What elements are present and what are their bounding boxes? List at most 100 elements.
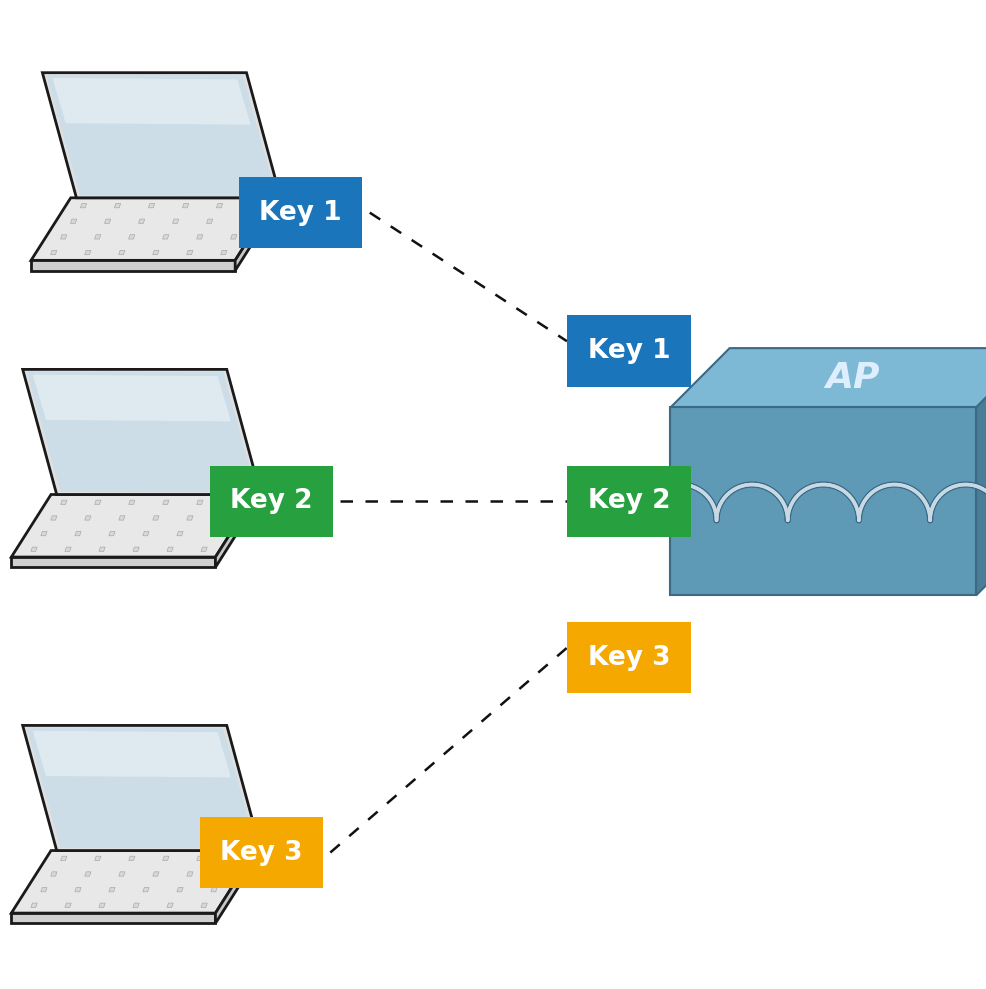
Polygon shape [197,856,203,860]
Polygon shape [133,903,139,908]
Polygon shape [241,220,246,224]
FancyBboxPatch shape [199,817,323,888]
Polygon shape [216,494,255,568]
Polygon shape [11,913,216,924]
Text: AP: AP [825,361,880,395]
Polygon shape [129,500,135,504]
Text: Key 1: Key 1 [588,338,670,364]
Polygon shape [50,250,57,255]
Polygon shape [50,872,57,876]
Polygon shape [186,250,193,255]
Polygon shape [153,872,159,876]
Text: Key 2: Key 2 [588,489,670,514]
Polygon shape [176,887,183,892]
Polygon shape [231,234,237,239]
Text: Key 2: Key 2 [230,489,313,514]
Polygon shape [670,407,976,595]
Polygon shape [11,494,255,557]
Polygon shape [206,220,213,224]
Polygon shape [61,500,67,504]
Polygon shape [163,234,169,239]
Polygon shape [95,234,101,239]
Polygon shape [61,856,67,860]
Polygon shape [217,204,223,208]
Polygon shape [40,531,47,536]
Polygon shape [221,872,227,876]
Polygon shape [99,903,106,908]
Polygon shape [976,348,986,595]
FancyBboxPatch shape [568,622,690,693]
Polygon shape [143,531,149,536]
FancyBboxPatch shape [210,466,333,537]
Polygon shape [216,851,255,924]
Polygon shape [670,348,986,407]
Polygon shape [85,250,91,255]
Polygon shape [250,204,256,208]
Polygon shape [118,516,125,520]
Polygon shape [186,516,193,520]
Polygon shape [108,887,115,892]
Polygon shape [129,856,135,860]
Polygon shape [85,872,91,876]
Polygon shape [52,78,250,125]
Polygon shape [27,728,256,849]
Polygon shape [85,516,91,520]
Polygon shape [65,547,71,552]
Polygon shape [40,887,47,892]
Polygon shape [32,260,236,271]
Polygon shape [33,375,231,421]
Polygon shape [167,903,174,908]
FancyBboxPatch shape [239,177,363,248]
Polygon shape [118,872,125,876]
Text: Key 3: Key 3 [220,840,303,865]
Polygon shape [153,250,159,255]
Polygon shape [167,547,174,552]
Polygon shape [138,220,145,224]
Polygon shape [133,547,139,552]
Polygon shape [201,903,207,908]
Polygon shape [99,547,106,552]
Polygon shape [149,204,155,208]
Polygon shape [186,872,193,876]
Polygon shape [31,547,37,552]
FancyBboxPatch shape [568,315,690,387]
Polygon shape [231,500,237,504]
Polygon shape [182,204,188,208]
Polygon shape [118,250,125,255]
Polygon shape [197,500,203,504]
Polygon shape [143,887,149,892]
Polygon shape [196,234,203,239]
Polygon shape [11,851,255,913]
Polygon shape [201,547,207,552]
Polygon shape [65,903,71,908]
Polygon shape [81,204,87,208]
Polygon shape [221,516,227,520]
Polygon shape [163,500,169,504]
Polygon shape [31,903,37,908]
Polygon shape [211,887,217,892]
Polygon shape [211,531,217,536]
Polygon shape [46,75,276,196]
Polygon shape [108,531,115,536]
Polygon shape [105,220,110,224]
Polygon shape [176,531,183,536]
Polygon shape [163,856,169,860]
Text: Key 1: Key 1 [259,200,342,225]
Polygon shape [42,72,280,198]
FancyBboxPatch shape [568,466,690,537]
Polygon shape [173,220,178,224]
Text: Key 3: Key 3 [588,645,670,671]
Polygon shape [33,731,231,777]
Polygon shape [221,250,227,255]
Polygon shape [153,516,159,520]
Polygon shape [60,234,67,239]
Polygon shape [75,887,81,892]
Polygon shape [95,856,101,860]
Polygon shape [231,856,237,860]
Polygon shape [11,557,216,568]
Polygon shape [23,369,260,494]
Polygon shape [27,372,256,493]
Polygon shape [75,531,81,536]
Polygon shape [23,725,260,851]
Polygon shape [50,516,57,520]
